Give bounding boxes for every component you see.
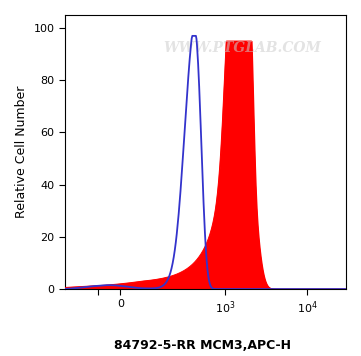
Text: 84792-5-RR MCM3,APC-H: 84792-5-RR MCM3,APC-H <box>114 339 291 352</box>
Text: WWW.PTGLAB.COM: WWW.PTGLAB.COM <box>163 41 321 55</box>
Y-axis label: Relative Cell Number: Relative Cell Number <box>15 86 28 218</box>
